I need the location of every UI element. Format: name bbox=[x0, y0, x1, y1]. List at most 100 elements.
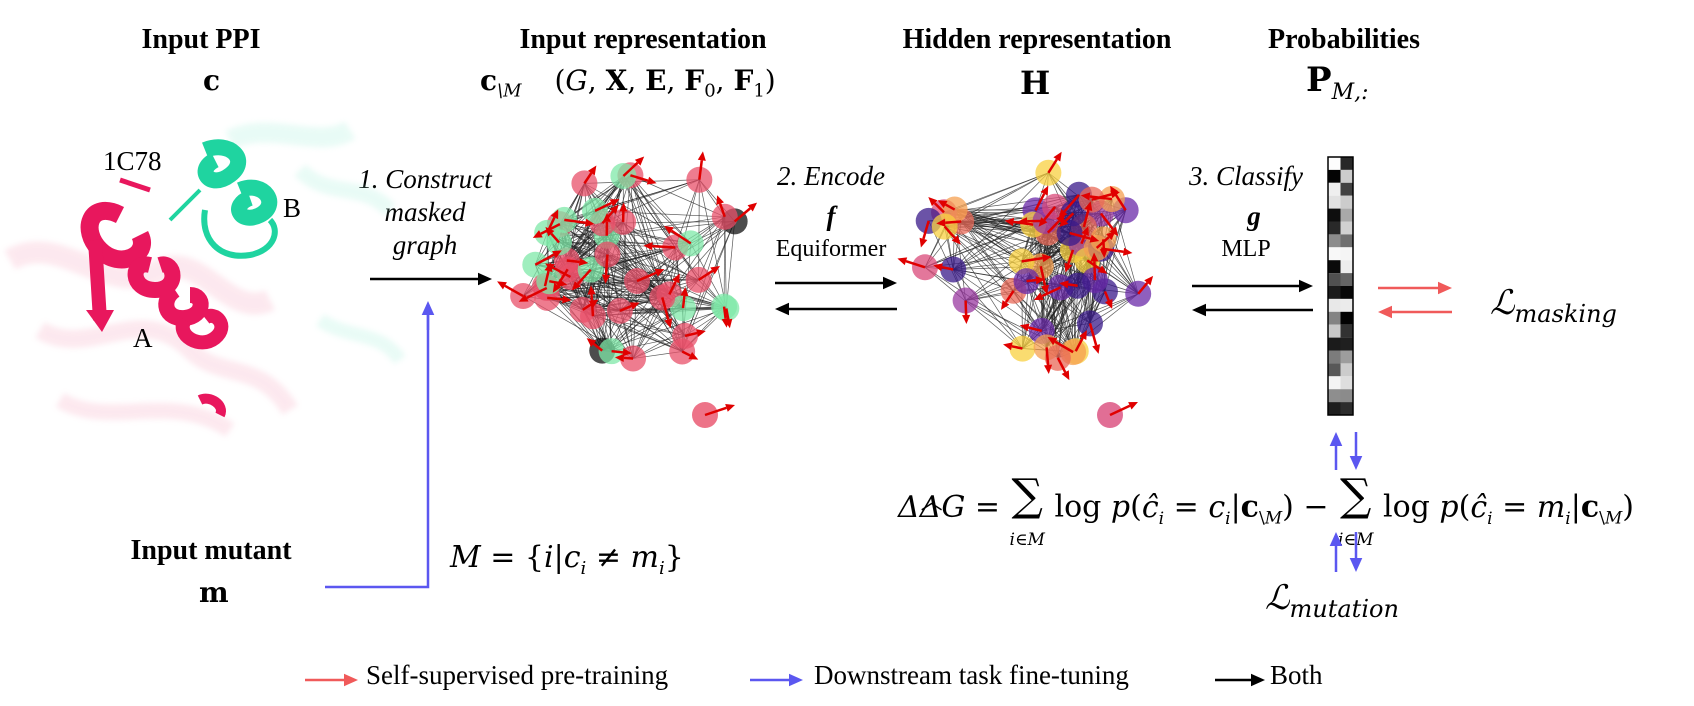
input-graph-vector-arrow-head bbox=[550, 209, 559, 220]
probability-cell bbox=[1328, 221, 1341, 235]
mutation-up-arrow-head bbox=[1329, 532, 1343, 546]
probability-cell bbox=[1328, 376, 1341, 390]
hidden-graph-vector-arrow bbox=[1067, 283, 1078, 287]
hidden-graph-edge bbox=[944, 226, 1027, 282]
input-graph-vector-arrow bbox=[604, 254, 609, 275]
probability-cell bbox=[1340, 182, 1353, 196]
hidden-graph-edge bbox=[924, 267, 1047, 348]
hidden-graph-vector-arrow bbox=[1043, 205, 1057, 221]
input-graph-vector-arrow-head bbox=[696, 329, 706, 338]
probability-cell bbox=[1340, 363, 1353, 377]
input-graph-edge bbox=[546, 287, 663, 298]
probability-cell bbox=[1340, 350, 1353, 364]
hidden-graph-vector-arrow-head bbox=[1064, 262, 1073, 273]
input-graph-vector-arrow-head bbox=[545, 263, 555, 272]
header-input-representation: Input representation bbox=[519, 24, 767, 55]
construct-arrow-head bbox=[478, 272, 492, 286]
hidden-graph-vector-arrow-head bbox=[1019, 323, 1030, 332]
hidden-graph-vector-arrow bbox=[964, 300, 968, 316]
hidden-graph-vector-arrow-head bbox=[1058, 208, 1068, 219]
probability-cell bbox=[1328, 182, 1341, 196]
hidden-graph-vector-arrow-head bbox=[1042, 254, 1052, 263]
hidden-graph-edge bbox=[1089, 210, 1126, 324]
input-graph-edge bbox=[632, 279, 699, 359]
input-graph-edge bbox=[630, 175, 663, 298]
probability-cell bbox=[1340, 221, 1353, 235]
hidden-graph-vector-arrow bbox=[1113, 192, 1127, 211]
input-graph-vector-arrow bbox=[661, 297, 670, 320]
hidden-graph-vector-arrow bbox=[1054, 340, 1074, 354]
input-graph-vector-arrow bbox=[611, 349, 624, 354]
hidden-graph-vector-arrow bbox=[941, 265, 954, 271]
hidden-graph-edge bbox=[1026, 280, 1074, 353]
header-input-ppi: Input PPI bbox=[141, 24, 261, 55]
input-graph-vector-arrow-head bbox=[578, 257, 589, 266]
header-probabilities: Probabilities bbox=[1268, 24, 1420, 55]
hidden-graph-vector-arrow-head bbox=[1061, 370, 1070, 381]
input-graph-edge bbox=[582, 279, 699, 311]
input-graph-vector-arrow bbox=[630, 174, 649, 182]
step-classify-label: 3. Classify bbox=[1188, 161, 1304, 191]
hidden-graph-vector-arrow-head bbox=[1110, 190, 1120, 199]
hidden-graph-vector-arrow-head bbox=[1041, 284, 1049, 295]
hidden-graph-edge bbox=[1026, 280, 1077, 352]
hidden-graph-vector-arrow-head bbox=[936, 218, 946, 227]
input-graph-vector-arrow-head bbox=[584, 218, 595, 227]
input-graph-vector-arrow-head bbox=[629, 302, 640, 310]
input-graph-vector-arrow-head bbox=[646, 176, 657, 185]
probability-column-border bbox=[1327, 156, 1354, 416]
probability-cell bbox=[1340, 260, 1353, 274]
input-graph-edge bbox=[592, 315, 686, 337]
encode-model-label: Equiformer bbox=[775, 236, 887, 262]
input-graph-vector-arrow-head bbox=[664, 318, 673, 329]
input-graph-vector-arrow bbox=[704, 406, 727, 417]
probability-cell bbox=[1328, 298, 1341, 312]
hidden-graph-vector-arrow bbox=[1082, 209, 1090, 228]
input-graph-edge bbox=[619, 216, 725, 312]
input-graph-vector-arrow-head bbox=[609, 204, 619, 215]
probability-cell bbox=[1328, 286, 1341, 299]
symbol-H: H bbox=[1020, 64, 1051, 102]
input-graph-edge bbox=[630, 174, 725, 218]
input-graph-vector-arrow bbox=[725, 308, 730, 320]
input-graph-vector-arrow bbox=[581, 303, 592, 311]
mask-set-formula: M = {i|ci ≠ mi} bbox=[450, 540, 684, 579]
probability-cell bbox=[1340, 311, 1353, 325]
hidden-graph-vector-arrow-head bbox=[1099, 248, 1108, 259]
input-graph-vector-arrow-head bbox=[680, 287, 689, 297]
input-graph-vector-arrow-head bbox=[588, 165, 597, 176]
hidden-graph-vector-arrow-head bbox=[1080, 192, 1091, 201]
hidden-graph-vector-arrow bbox=[1026, 278, 1037, 283]
input-graph-vector-arrow-head bbox=[587, 285, 596, 295]
hidden-graph-vector-arrow bbox=[1004, 290, 1015, 304]
hidden-graph-vector-arrow bbox=[944, 203, 956, 211]
hidden-graph-vector-arrow bbox=[1088, 323, 1098, 346]
hidden-graph-vector-arrow-head bbox=[1144, 275, 1154, 286]
probability-cell bbox=[1328, 157, 1341, 170]
hidden-graph-vector-arrow bbox=[1039, 265, 1047, 286]
symbol-m: m bbox=[199, 576, 229, 609]
input-graph-vector-arrow bbox=[564, 218, 586, 224]
input-graph-edge bbox=[698, 179, 727, 309]
input-graph-vector-arrow-head bbox=[532, 230, 543, 238]
input-graph-edge bbox=[602, 308, 727, 351]
input-graph-vector-arrow bbox=[619, 304, 632, 313]
hidden-graph-vector-arrow bbox=[1011, 345, 1023, 350]
legend-pretraining-arrow-head bbox=[344, 673, 358, 687]
probability-cell bbox=[1340, 337, 1353, 351]
input-graph-edge bbox=[623, 175, 663, 298]
header-hidden-representation: Hidden representation bbox=[902, 24, 1172, 55]
input-graph-vector-arrow-head bbox=[497, 281, 507, 290]
input-graph-edge bbox=[630, 175, 691, 244]
mutant-path-line bbox=[325, 315, 430, 589]
input-graph-vector-arrow-head bbox=[586, 338, 597, 347]
input-graph-vector-arrow bbox=[592, 342, 604, 352]
input-graph-edge bbox=[607, 254, 699, 281]
hidden-graph-vector-arrow-head bbox=[1018, 217, 1028, 226]
probability-cell bbox=[1328, 169, 1341, 183]
input-graph-vector-arrow-head bbox=[552, 282, 562, 293]
hidden-graph-vector-arrow-head bbox=[1109, 226, 1119, 237]
hidden-graph-vector-arrow bbox=[1063, 193, 1080, 213]
hidden-graph-vector-arrow-head bbox=[1059, 280, 1069, 289]
hidden-graph-edge bbox=[944, 226, 1043, 332]
